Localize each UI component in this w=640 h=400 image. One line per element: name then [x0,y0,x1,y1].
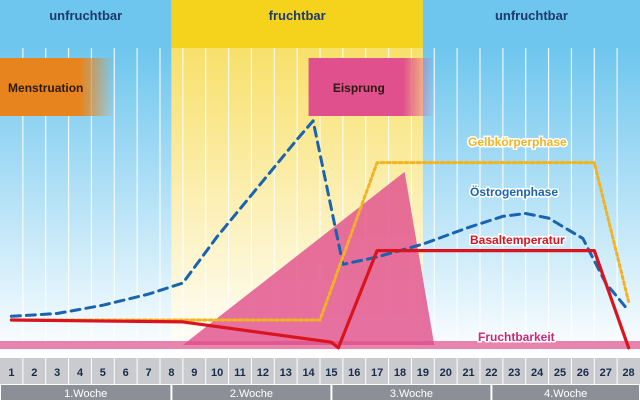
week-block-2 [332,385,491,400]
series-line-1 [9,161,631,322]
series-label-1: Gelbkörperphase [468,135,567,149]
fruchtbarkeit-band [0,341,640,349]
event-box-1 [308,58,435,116]
day-tick-5: 5 [100,367,106,379]
day-tick-19: 19 [417,367,429,379]
week-block-0 [1,385,171,400]
fruchtbarkeit-triangle [182,171,435,345]
day-tick-21: 21 [462,367,474,379]
week-label-3: 4.Woche [544,388,587,400]
day-tick-13: 13 [280,367,292,379]
day-tick-1: 1 [8,367,14,379]
day-tick-9: 9 [191,367,197,379]
week-block-3 [492,385,639,400]
week-axis: 1.Woche 2.Woche 3.Woche 4.Woche [1,385,639,400]
day-tick-22: 22 [485,367,497,379]
day-tick-4: 4 [77,367,84,379]
series-labels: Östrogenphase Gelbkörperphase Basaltempera… [467,134,569,346]
day-tick-17: 17 [371,367,383,379]
day-tick-25: 25 [554,367,566,379]
week-label-2: 3.Woche [390,388,433,400]
day-tick-11: 11 [234,367,246,379]
fruchtbarkeit-area [0,171,640,349]
day-tick-3: 3 [54,367,60,379]
day-tick-28: 28 [622,367,634,379]
day-tick-2: 2 [31,367,37,379]
event-boxes: Menstruation Eisprung [0,58,435,116]
day-tick-26: 26 [577,367,589,379]
day-tick-6: 6 [123,367,129,379]
day-tick-8: 8 [168,367,174,379]
week-label-1: 2.Woche [230,388,273,400]
phase-background-2 [422,48,640,358]
day-tick-14: 14 [302,367,315,379]
day-tick-12: 12 [257,367,269,379]
phase-label-2: unfruchtbar [495,8,568,23]
series-line-2 [9,249,631,350]
day-tick-24: 24 [531,367,544,379]
series-line-0 [9,119,631,318]
phase-header-0 [0,0,172,48]
series-lines [9,119,631,350]
event-label-0: Menstruation [8,81,83,95]
phase-label-0: unfruchtbar [49,8,122,23]
event-label-1: Eisprung [333,81,385,95]
phase-header-bar: unfruchtbar fruchtbar unfruchtbar [0,0,640,48]
event-box-0 [0,58,115,116]
phase-header-1 [171,0,423,48]
series-label-2: Basaltemperatur [470,233,565,247]
day-tick-10: 10 [211,367,223,379]
week-block-1 [172,385,331,400]
day-tick-16: 16 [348,367,360,379]
day-tick-20: 20 [440,367,452,379]
day-tick-15: 15 [325,367,337,379]
day-tick-27: 27 [600,367,612,379]
fruchtbarkeit-label: Fruchtbarkeit [478,330,555,344]
series-label-0: Östrogenphase [470,184,558,199]
day-tick-23: 23 [508,367,520,379]
day-tick-18: 18 [394,367,406,379]
week-label-0: 1.Woche [64,388,107,400]
day-tick-7: 7 [146,367,152,379]
phase-header-2 [422,0,640,48]
phase-label-1: fruchtbar [269,8,326,23]
x-axis: 1 2 3 4 5 6 7 8 9 10 11 12 13 14 15 16 17 18 19 20 21 22 23 24 2… [0,358,640,384]
